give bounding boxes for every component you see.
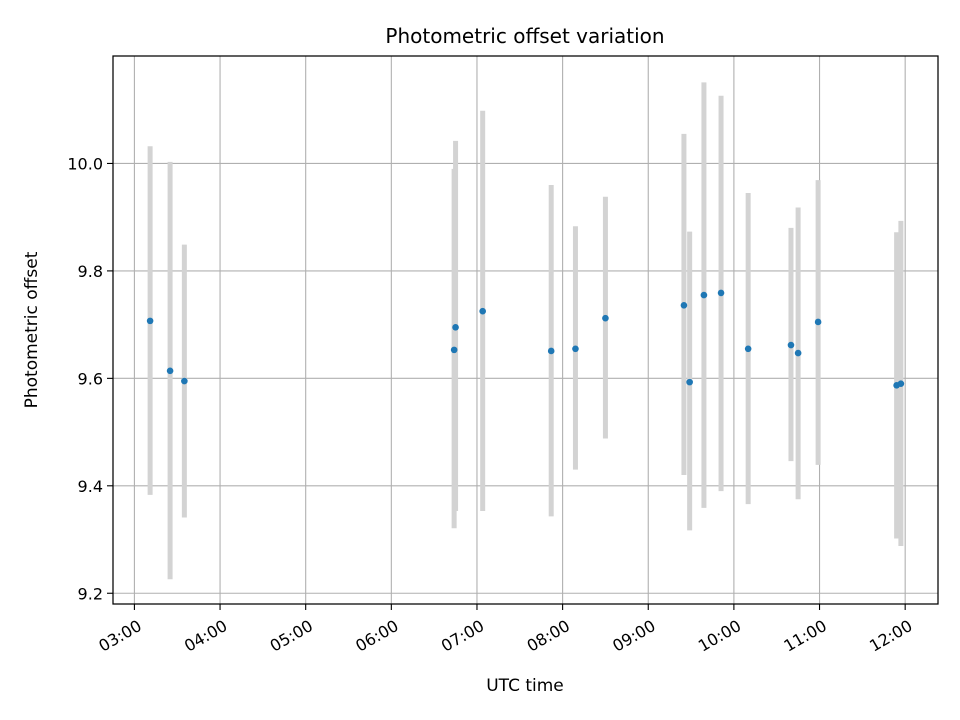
x-tick-label: 03:00 [95, 616, 144, 656]
grid [113, 56, 938, 604]
x-axis: 03:00 04:00 05:00 06:00 07:00 08:00 09:00 10:00… [95, 604, 916, 656]
data-point [814, 318, 822, 326]
data-point [602, 314, 609, 322]
y-tick-label: 9.2 [78, 584, 103, 603]
data-point [166, 367, 174, 375]
data-point [450, 346, 458, 354]
y-tick-label: 9.6 [78, 369, 103, 388]
data-point [547, 347, 555, 355]
data-markers [146, 289, 905, 389]
data-point [897, 380, 905, 388]
chart-title: Photometric offset variation [385, 24, 664, 48]
x-tick-label: 05:00 [267, 616, 316, 656]
y-tick-label: 9.8 [78, 262, 103, 281]
y-axis-label: Photometric offset [22, 251, 42, 408]
x-tick-label: 10:00 [695, 616, 744, 656]
data-point [744, 345, 752, 353]
x-tick-label: 11:00 [780, 616, 829, 656]
data-point [452, 324, 459, 331]
plot-frame [112, 55, 939, 605]
data-point [700, 291, 708, 299]
y-axis: 9.2 9.4 9.6 9.8 10.0 [67, 154, 113, 603]
x-tick-label: 06:00 [352, 616, 401, 656]
x-axis-label: UTC time [486, 676, 564, 696]
x-tick-label: 08:00 [524, 616, 573, 656]
y-tick-label: 10.0 [67, 154, 103, 173]
x-tick-label: 04:00 [181, 616, 230, 656]
data-point [572, 345, 579, 353]
data-point [686, 378, 693, 386]
data-point [146, 317, 154, 325]
data-point [717, 289, 725, 297]
x-tick-label: 12:00 [866, 616, 915, 656]
data-point [479, 307, 486, 315]
y-tick-label: 9.4 [78, 477, 103, 496]
x-tick-label: 09:00 [609, 616, 658, 656]
data-point [787, 341, 795, 349]
data-point [680, 301, 688, 309]
error-bars [147, 82, 904, 580]
data-point [181, 377, 188, 385]
data-point [794, 349, 802, 357]
x-tick-label: 07:00 [438, 616, 487, 656]
